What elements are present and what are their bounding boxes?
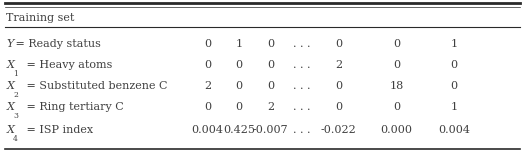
Text: X: X	[6, 60, 14, 70]
Text: 0.004: 0.004	[192, 125, 223, 135]
Text: = Substituted benzene C: = Substituted benzene C	[23, 81, 167, 91]
Text: 0: 0	[335, 81, 342, 91]
Text: . . .: . . .	[293, 125, 311, 135]
Text: 0: 0	[335, 39, 342, 49]
Text: 0: 0	[204, 39, 211, 49]
Text: = Ring tertiary C: = Ring tertiary C	[23, 102, 123, 112]
Text: 0: 0	[335, 102, 342, 112]
Text: . . .: . . .	[293, 60, 311, 70]
Text: X: X	[6, 125, 14, 135]
Text: 0.425: 0.425	[223, 125, 255, 135]
Text: 0: 0	[393, 60, 400, 70]
Text: Y: Y	[6, 39, 14, 49]
Text: 0: 0	[235, 81, 243, 91]
Text: . . .: . . .	[293, 81, 311, 91]
Text: 1: 1	[450, 39, 458, 49]
Text: 0: 0	[267, 81, 274, 91]
Text: 0: 0	[267, 39, 274, 49]
Text: 0: 0	[450, 60, 458, 70]
Text: 2: 2	[13, 91, 18, 99]
Text: X: X	[6, 81, 14, 91]
Text: -0.007: -0.007	[253, 125, 288, 135]
Text: 1: 1	[450, 102, 458, 112]
Text: -0.022: -0.022	[321, 125, 356, 135]
Text: 2: 2	[335, 60, 342, 70]
Text: 0: 0	[204, 102, 211, 112]
Text: 0: 0	[393, 39, 400, 49]
Text: 4: 4	[13, 135, 18, 143]
Text: 3: 3	[13, 112, 18, 120]
Text: 0.000: 0.000	[381, 125, 412, 135]
Text: 2: 2	[204, 81, 211, 91]
Text: Training set: Training set	[6, 13, 75, 23]
Text: = ISP index: = ISP index	[23, 125, 93, 135]
Text: 0: 0	[235, 60, 243, 70]
Text: 1: 1	[13, 70, 18, 78]
Text: 0: 0	[450, 81, 458, 91]
Text: 2: 2	[267, 102, 274, 112]
Text: 0: 0	[267, 60, 274, 70]
Text: = Heavy atoms: = Heavy atoms	[23, 60, 112, 70]
Text: 0: 0	[393, 102, 400, 112]
Text: 18: 18	[389, 81, 404, 91]
Text: X: X	[6, 102, 14, 112]
Text: . . .: . . .	[293, 102, 311, 112]
Text: 0.004: 0.004	[438, 125, 470, 135]
Text: . . .: . . .	[293, 39, 311, 49]
Text: = Ready status: = Ready status	[12, 39, 101, 49]
Text: 0: 0	[204, 60, 211, 70]
Text: 0: 0	[235, 102, 243, 112]
Text: 1: 1	[235, 39, 243, 49]
